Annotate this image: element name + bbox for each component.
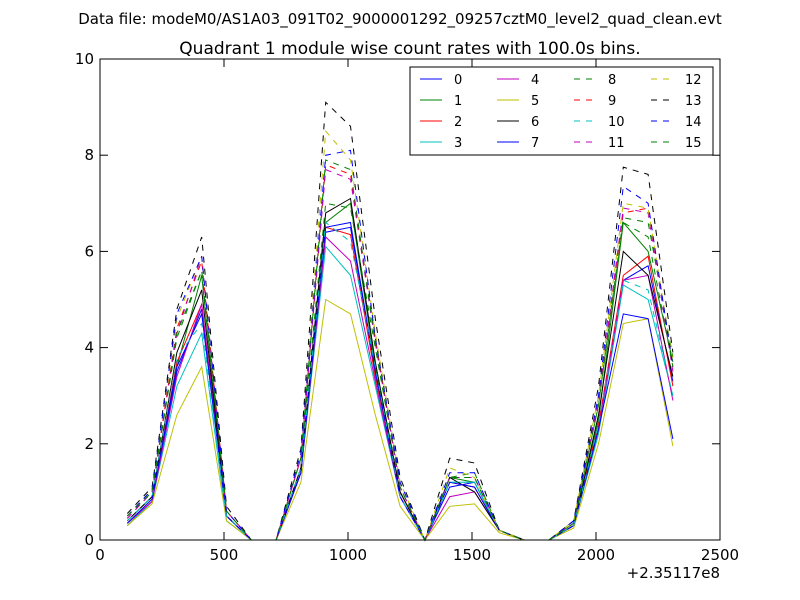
legend-label-9: 9 <box>608 94 616 109</box>
y-tick-label: 2 <box>84 435 94 453</box>
legend-label-10: 10 <box>608 115 625 130</box>
figure-suptitle: Data file: modeM0/AS1A03_091T02_90000012… <box>78 10 722 29</box>
x-axis-offset-label: +2.35117e8 <box>627 564 720 582</box>
legend-label-14: 14 <box>685 115 702 130</box>
y-tick-label: 8 <box>84 146 94 164</box>
legend-label-5: 5 <box>531 94 539 109</box>
legend-label-13: 13 <box>685 94 702 109</box>
y-tick-label: 6 <box>84 242 94 260</box>
x-tick-label: 500 <box>210 546 239 564</box>
series-line-10 <box>126 221 674 542</box>
legend-box <box>409 66 714 156</box>
y-tick-label: 10 <box>75 50 94 68</box>
series-line-15 <box>126 159 674 542</box>
legend-label-4: 4 <box>531 73 539 88</box>
series-line-6 <box>126 197 674 542</box>
y-tick-label: 0 <box>84 531 94 549</box>
x-tick-label: 1500 <box>453 546 491 564</box>
x-tick-label: 1000 <box>329 546 367 564</box>
legend-label-2: 2 <box>454 115 462 130</box>
x-tick-label: 2500 <box>701 546 739 564</box>
chart-title: Quadrant 1 module wise count rates with … <box>179 39 640 59</box>
legend-label-1: 1 <box>454 94 462 109</box>
series-layer <box>126 101 674 542</box>
legend-label-6: 6 <box>531 115 539 130</box>
legend-label-3: 3 <box>454 136 462 151</box>
legend-label-12: 12 <box>685 73 702 88</box>
legend-label-11: 11 <box>608 136 625 151</box>
legend-label-0: 0 <box>454 73 462 88</box>
legend-label-7: 7 <box>531 136 539 151</box>
series-line-13 <box>126 101 674 542</box>
series-line-5 <box>126 298 674 541</box>
legend-label-15: 15 <box>685 136 702 151</box>
plot-frame <box>99 58 721 541</box>
series-line-14 <box>126 149 674 542</box>
x-tick-label: 0 <box>95 546 105 564</box>
x-tick-label: 2000 <box>577 546 615 564</box>
legend-label-8: 8 <box>608 73 616 88</box>
y-tick-label: 4 <box>84 339 94 357</box>
